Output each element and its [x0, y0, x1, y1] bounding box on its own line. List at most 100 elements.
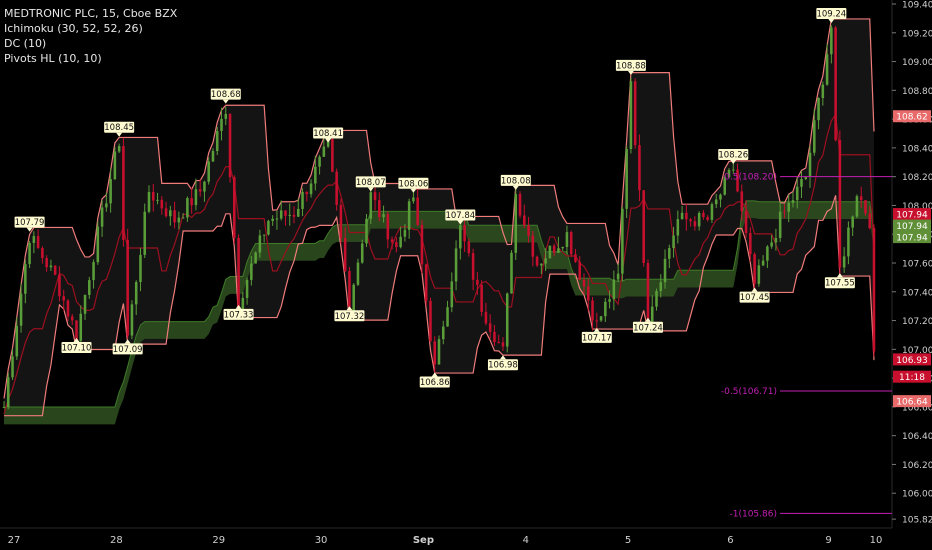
candle-body: [488, 323, 492, 332]
candle-body: [514, 194, 518, 253]
pivot-pointer: [499, 355, 506, 360]
pivot-high-box: [500, 174, 531, 186]
candle-body: [834, 27, 837, 141]
candle-body: [804, 176, 808, 179]
candle-body: [770, 242, 773, 247]
candle-body: [646, 263, 650, 323]
y-tick-label: 107.20: [902, 317, 932, 327]
candle-body: [250, 263, 253, 280]
candle-body: [173, 210, 176, 223]
candle-body: [207, 161, 210, 182]
candle-body: [736, 169, 739, 192]
candle-body: [211, 151, 215, 162]
candle-body: [28, 242, 31, 265]
candle-body: [75, 320, 78, 341]
candle-body: [271, 218, 274, 221]
pivot-low-box: [112, 343, 143, 355]
pivot-pointer: [457, 220, 464, 225]
candle-body: [390, 239, 394, 243]
pivot-low-box: [581, 331, 612, 343]
candle-body: [663, 258, 667, 283]
pivot-pointer: [644, 317, 651, 322]
candle-body: [557, 248, 560, 253]
indicator-dc[interactable]: DC (10): [4, 37, 47, 50]
candle-body: [783, 211, 786, 213]
pivot-high-box: [210, 88, 241, 100]
candle-body: [279, 210, 283, 219]
y-tick-label: 107.00: [902, 346, 932, 356]
candle-body: [552, 245, 556, 253]
chart-legend: MEDTRONIC PLC, 15, Cboe BZX Ichimoku (30…: [4, 6, 177, 66]
pivot-low-label: 106.98: [488, 361, 518, 371]
candle-body: [70, 316, 74, 321]
candle-body: [45, 258, 48, 268]
price-tag: [893, 353, 931, 366]
pivot-high-label: 108.88: [616, 61, 646, 71]
candle-body: [650, 306, 654, 323]
pivot-pointer: [124, 339, 131, 344]
indicator-pivots[interactable]: Pivots HL (10, 10): [4, 52, 102, 65]
candle-body: [352, 284, 355, 312]
candle-body: [267, 220, 270, 235]
candle-body: [838, 140, 842, 268]
pivot-high-box: [816, 8, 847, 20]
pivot-low-label: 106.86: [420, 378, 450, 388]
candle-body: [813, 120, 816, 153]
candle-body: [731, 169, 735, 171]
candle-body: [612, 279, 616, 300]
candle-body: [186, 198, 189, 218]
candle-body: [190, 198, 193, 206]
candle-body: [194, 189, 198, 206]
pivot-pointer: [730, 160, 737, 165]
candle-body: [53, 265, 57, 275]
pivot-low-label: 107.55: [825, 279, 855, 289]
candle-body: [531, 235, 535, 257]
candle-body: [169, 210, 172, 217]
candle-body: [493, 331, 496, 343]
candle-body: [41, 248, 44, 259]
candle-body: [446, 307, 449, 327]
y-tick-label: 105.82: [902, 516, 932, 526]
price-tag: [893, 219, 931, 232]
candle-body: [326, 139, 330, 147]
pivot-pointer: [751, 287, 758, 292]
candle-body: [117, 146, 121, 152]
candle-body: [233, 177, 236, 238]
y-tick-label: 106.40: [902, 432, 932, 442]
y-tick-label: 108.00: [902, 202, 932, 212]
pivot-pointer: [116, 132, 123, 137]
pivot-pointer: [346, 306, 353, 311]
symbol-title[interactable]: MEDTRONIC PLC, 15, Cboe BZX: [4, 7, 178, 20]
candle-body: [407, 201, 411, 230]
candle-body: [441, 326, 445, 340]
candle-body: [343, 238, 347, 271]
candle-body: [36, 236, 40, 249]
indicator-ichimoku[interactable]: Ichimoku (30, 52, 52, 26): [4, 22, 143, 35]
candle-body: [685, 212, 688, 220]
candle-body: [599, 316, 603, 321]
candle-body: [518, 194, 522, 216]
candle-body: [859, 196, 863, 201]
candle-body: [480, 284, 483, 312]
candle-body: [365, 218, 368, 244]
pivot-low-label: 107.45: [740, 293, 770, 303]
candle-body: [160, 199, 164, 209]
candle-body: [676, 219, 680, 236]
candle-body: [795, 186, 799, 201]
candle-body: [177, 217, 181, 223]
x-tick-label: 27: [8, 535, 21, 546]
candle-body: [561, 246, 564, 249]
candle-body: [66, 300, 70, 317]
candle-body: [821, 84, 825, 99]
candle-body: [322, 146, 326, 157]
y-tick-label: 107.60: [902, 260, 932, 270]
price-tag-label: 106.93: [896, 356, 928, 366]
candle-body: [825, 54, 829, 85]
candle-body: [399, 236, 402, 248]
candle-body: [6, 377, 10, 408]
candle-body: [471, 253, 475, 280]
candle-body: [2, 407, 6, 409]
candle-body: [437, 339, 441, 365]
candle-body: [710, 204, 714, 220]
